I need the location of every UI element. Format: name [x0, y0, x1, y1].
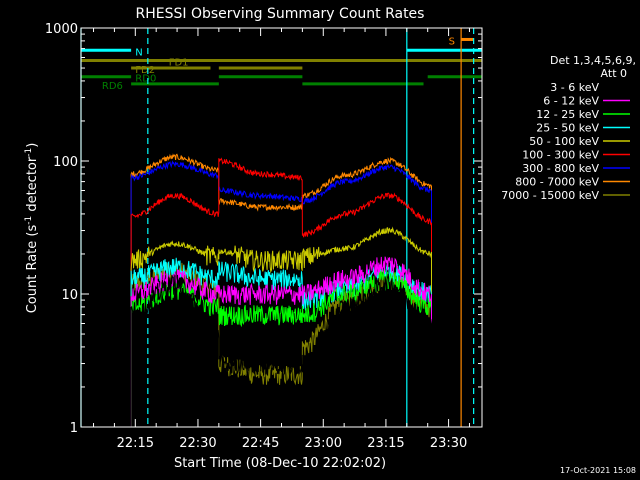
- series-line: [130, 160, 432, 427]
- flag-label: FD2: [135, 65, 155, 76]
- series-line: [130, 157, 432, 427]
- series-line: [130, 256, 432, 427]
- legend-entry-label: 25 - 50 keV: [536, 122, 599, 135]
- flag-label: RD6: [102, 81, 123, 92]
- flag-label: N: [135, 47, 142, 58]
- legend-header-2: Att 0: [601, 67, 627, 80]
- x-tick-label: 22:15: [117, 436, 154, 451]
- y-tick-label: 10: [61, 288, 78, 303]
- legend-entry-label: 7000 - 15000 keV: [501, 189, 599, 202]
- y-tick-label: 1000: [45, 22, 78, 37]
- y-tick-label: 100: [53, 155, 78, 170]
- x-tick-label: 23:30: [430, 436, 467, 451]
- x-tick-label: 22:30: [179, 436, 216, 451]
- legend-entry-label: 100 - 300 keV: [522, 149, 599, 162]
- x-axis-label: Start Time (08-Dec-10 22:02:02): [174, 456, 386, 471]
- y-axis-label-sup2: -1: [24, 148, 34, 157]
- x-tick-label: 22:45: [242, 436, 279, 451]
- series-lines: [130, 153, 432, 427]
- x-tick-label: 23:15: [367, 436, 404, 451]
- y-tick-label: 1: [70, 421, 78, 436]
- y-axis-label-sup1: -1: [24, 216, 34, 225]
- y-axis-label-end: ): [25, 143, 40, 148]
- legend-entry-label: 6 - 12 keV: [543, 95, 599, 108]
- timestamp: 17-Oct-2021 15:08: [560, 466, 636, 475]
- legend-entry-label: 12 - 25 keV: [536, 108, 599, 121]
- flag-label: RD0: [135, 74, 156, 85]
- flag-label: FD1: [169, 57, 189, 68]
- legend-entry-label: 300 - 800 keV: [522, 162, 599, 175]
- legend-entry-label: 800 - 7000 keV: [515, 176, 599, 189]
- y-axis-label: Count Rate (s-1 detector-1): [24, 143, 40, 314]
- axes: 1 10 100 1000 22:15 22:30 22:45 23:00 23:15 23:30: [45, 22, 482, 451]
- legend-header-1: Det 1,3,4,5,6,9,: [550, 54, 636, 67]
- x-tick-label: 23:00: [305, 436, 342, 451]
- series-line: [130, 273, 432, 427]
- series-line: [130, 153, 432, 427]
- y-axis-label-mid: detector: [25, 156, 40, 216]
- legend-entry-label: 3 - 6 keV: [550, 81, 599, 94]
- chart-title: RHESSI Observing Summary Count Rates: [136, 6, 425, 22]
- legend-entry-label: 50 - 100 keV: [529, 135, 599, 148]
- flag-label: S: [449, 36, 455, 47]
- series-line: [130, 226, 432, 427]
- y-axis-label-main: Count Rate (s: [25, 225, 40, 314]
